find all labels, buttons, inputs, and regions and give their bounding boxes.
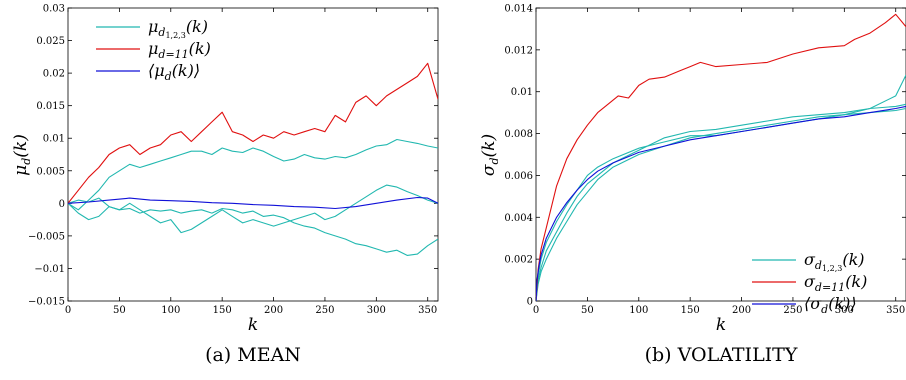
volatility-chart-panel: 0 50 100 150 200 250 300 350 0 0.002 0.004 0.006 0.0… xyxy=(479,4,906,366)
legend-main: μ xyxy=(148,17,158,36)
volatility-y-axis-label: σd(k) xyxy=(479,134,501,176)
y-tick-label: −0.01 xyxy=(34,264,65,275)
legend-sub: d xyxy=(821,303,828,316)
legend-arg: (k)⟩ xyxy=(828,294,856,313)
y-tick-label: −0.015 xyxy=(28,297,65,308)
x-tick-label: 0 xyxy=(533,305,539,316)
y-tick-label: 0.012 xyxy=(504,45,533,56)
legend-main: σ xyxy=(804,272,816,291)
x-tick-label: 0 xyxy=(65,305,71,316)
mean-y-axis-label: μd(k) xyxy=(11,134,33,176)
volatility-x-axis-label: k xyxy=(716,315,726,335)
legend-entry: σd1,2,3(k) xyxy=(804,250,865,273)
x-tick-label: 150 xyxy=(213,305,232,316)
y-tick-label: 0.02 xyxy=(43,69,65,80)
mean-series-line-2 xyxy=(68,197,438,256)
y-tick-label: 0.014 xyxy=(504,4,533,15)
mean-plot-frame xyxy=(67,7,439,302)
y-tick-label: −0.005 xyxy=(28,231,65,242)
volatility-series-line-0 xyxy=(536,74,906,301)
y-tick-label: 0.008 xyxy=(504,129,533,140)
legend-subsub: 1,2,3 xyxy=(822,264,842,273)
x-tick-label: 200 xyxy=(264,305,283,316)
legend-arg: (k) xyxy=(842,250,864,269)
volatility-plot-frame xyxy=(535,7,906,302)
mean-series-line-3 xyxy=(68,62,438,204)
legend-sub: d xyxy=(165,70,172,83)
volatility-caption: (b) VOLATILITY xyxy=(645,344,798,366)
y-tick-label: 0.03 xyxy=(43,4,65,15)
x-tick-label: 300 xyxy=(367,305,386,316)
volatility-series-line-3 xyxy=(536,13,906,301)
y-tick-label: 0.005 xyxy=(36,166,65,177)
y-tick-label: 0.025 xyxy=(36,36,65,47)
legend-arg: (k) xyxy=(186,17,208,36)
y-tick-label: 0.01 xyxy=(43,134,65,145)
y-tick-label: 0 xyxy=(59,199,65,210)
y-tick-label: 0 xyxy=(527,297,533,308)
x-tick-label: 200 xyxy=(732,305,751,316)
volatility-series-line-1 xyxy=(536,103,906,301)
y-tick-label: 0.01 xyxy=(511,87,533,98)
x-tick-label: 250 xyxy=(783,305,802,316)
y-tick-label: 0.015 xyxy=(36,101,65,112)
mean-x-axis-label: k xyxy=(248,315,258,335)
volatility-series-line-4 xyxy=(536,105,906,301)
legend-subsub: 1,2,3 xyxy=(165,31,185,40)
x-tick-label: 150 xyxy=(681,305,700,316)
mean-caption: (a) MEAN xyxy=(205,344,301,366)
legend-entry: μd1,2,3(k) xyxy=(148,17,208,40)
legend-entry: μd=11(k) xyxy=(148,39,211,61)
x-tick-label: 300 xyxy=(835,305,854,316)
mean-series-line-1 xyxy=(68,184,438,234)
y-label-arg: (k) xyxy=(479,134,499,158)
y-label-main: σ xyxy=(479,164,499,176)
legend-arg: (k) xyxy=(189,39,211,58)
y-tick-label: 0.004 xyxy=(504,213,533,224)
x-tick-label: 100 xyxy=(629,305,648,316)
legend-sub: d=11 xyxy=(158,48,188,61)
legend-arg: (k) xyxy=(845,272,867,291)
y-tick-label: 0.006 xyxy=(504,171,533,182)
legend-sub: d xyxy=(158,26,165,39)
volatility-series-line-2 xyxy=(536,107,906,301)
mean-chart-panel: 0 50 100 150 200 250 300 350 −0.015 −0.01 −0.005 0 0… xyxy=(11,4,439,366)
legend-main: ⟨σ xyxy=(804,294,822,313)
legend-sub: d=11 xyxy=(815,281,845,294)
legend-main: μ xyxy=(148,39,158,58)
legend-main: σ xyxy=(804,250,816,269)
y-label-main: μ xyxy=(11,165,31,176)
x-tick-label: 350 xyxy=(418,305,437,316)
y-tick-label: 0.002 xyxy=(504,255,533,266)
legend-entry: σd=11(k) xyxy=(804,272,867,294)
legend-arg: (k)⟩ xyxy=(172,61,200,80)
legend-entry: ⟨μd(k)⟩ xyxy=(148,61,200,83)
x-tick-label: 250 xyxy=(315,305,334,316)
x-tick-label: 50 xyxy=(581,305,594,316)
x-tick-label: 50 xyxy=(113,305,126,316)
mean-series-line-4 xyxy=(68,196,438,210)
x-tick-label: 100 xyxy=(161,305,180,316)
y-label-sub: d xyxy=(20,158,33,165)
legend-entry: ⟨σd(k)⟩ xyxy=(804,294,857,316)
legend-main: ⟨μ xyxy=(148,61,165,80)
y-label-sub: d xyxy=(488,157,501,164)
y-label-arg: (k) xyxy=(11,134,31,158)
legend-sub: d xyxy=(815,259,822,272)
mean-series-line-0 xyxy=(68,138,438,211)
x-tick-label: 350 xyxy=(886,305,905,316)
